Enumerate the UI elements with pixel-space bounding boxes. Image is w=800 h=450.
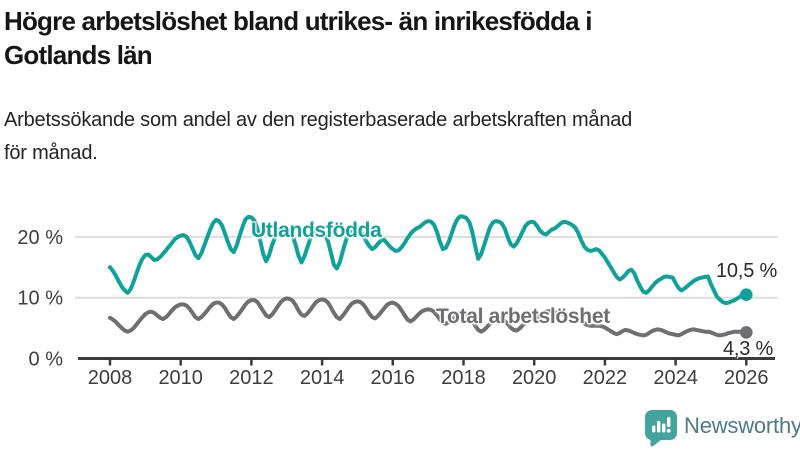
series-end-dot-total (740, 326, 753, 339)
series-end-dot-utlandsfodda (740, 288, 753, 302)
page-title-line1: Högre arbetslöshet bland utrikes- än inr… (4, 6, 592, 36)
x-tick-label: 2016 (371, 367, 416, 389)
x-tick-label: 2012 (229, 367, 274, 389)
page-title: Högre arbetslöshet bland utrikes- än inr… (4, 4, 796, 72)
x-tick-label: 2010 (158, 367, 203, 389)
x-tick-label: 2020 (512, 367, 557, 389)
y-tick-label: 20 % (17, 227, 63, 249)
x-tick-label: 2008 (88, 367, 133, 389)
end-value-label-utlandsfodda: 10,5 % (716, 260, 778, 282)
brand-logo: Newsworthy (644, 409, 800, 447)
end-value-label-total: 4,3 % (723, 338, 774, 360)
x-tick-label: 2018 (441, 367, 486, 389)
brand-name: Newsworthy (684, 413, 800, 438)
series-label-utlandsfodda: Utlandsfödda (251, 219, 382, 242)
page-subtitle-line2: för månad. (4, 142, 98, 164)
x-tick-label: 2024 (653, 367, 698, 389)
y-tick-label: 0 % (29, 349, 64, 371)
x-tick-label: 2026 (724, 367, 769, 389)
newsworthy-icon (645, 410, 677, 447)
x-tick-label: 2022 (583, 367, 628, 389)
page-subtitle-line1: Arbetssökande som andel av den registerb… (4, 109, 633, 131)
page-subtitle: Arbetssökande som andel av den registerb… (4, 104, 796, 170)
series-label-total-arbetsloshet: Total arbetslöshet (436, 305, 610, 328)
series-line-total (108, 296, 749, 338)
series-line-utlandsfodda (108, 214, 749, 306)
page-title-line2: Gotlands län (4, 40, 153, 70)
y-tick-label: 10 % (17, 288, 63, 310)
x-tick-label: 2014 (300, 367, 345, 389)
